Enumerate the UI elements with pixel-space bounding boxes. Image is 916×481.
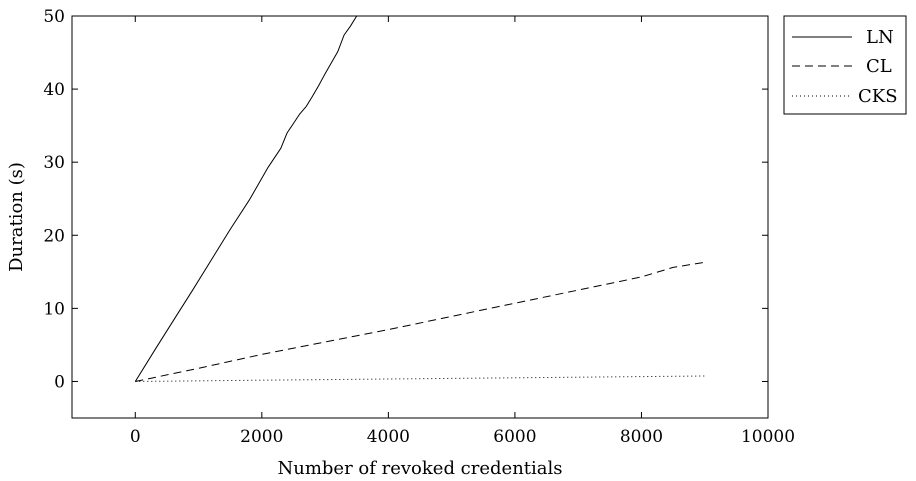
y-tick-label: 40	[43, 80, 65, 100]
y-tick-labels: 0 10 20 30 40 50	[43, 7, 65, 392]
y-tick-label: 50	[43, 7, 65, 27]
x-tick-label: 8000	[620, 427, 663, 447]
x-tick-label: 2000	[240, 427, 283, 447]
series-layer	[134, 15, 705, 382]
y-tick-label: 20	[43, 226, 65, 246]
x-tick-labels: 0 2000 4000 6000 8000 10000	[130, 427, 795, 447]
y-tick-label: 0	[54, 372, 65, 392]
x-tick-label: 6000	[493, 427, 536, 447]
y-axis-label: Duration (s)	[6, 162, 27, 272]
x-axis-label: Number of revoked credentials	[277, 458, 562, 479]
y-tick-label: 10	[43, 299, 65, 319]
series-line-cl	[135, 261, 705, 382]
legend-label-ln: LN	[866, 27, 894, 48]
y-tick-label: 30	[43, 153, 65, 173]
legend-box	[783, 15, 907, 115]
series-line-ln	[134, 15, 358, 382]
legend: LN CL CKS	[783, 15, 907, 115]
series-line-cks	[135, 375, 705, 382]
axis-ticks	[72, 15, 769, 418]
x-tick-label: 0	[130, 427, 141, 447]
legend-label-cks: CKS	[858, 86, 898, 107]
plot-area-frame	[71, 15, 769, 419]
x-tick-label: 4000	[367, 427, 410, 447]
x-tick-label: 10000	[741, 427, 795, 447]
legend-label-cl: CL	[866, 56, 892, 77]
